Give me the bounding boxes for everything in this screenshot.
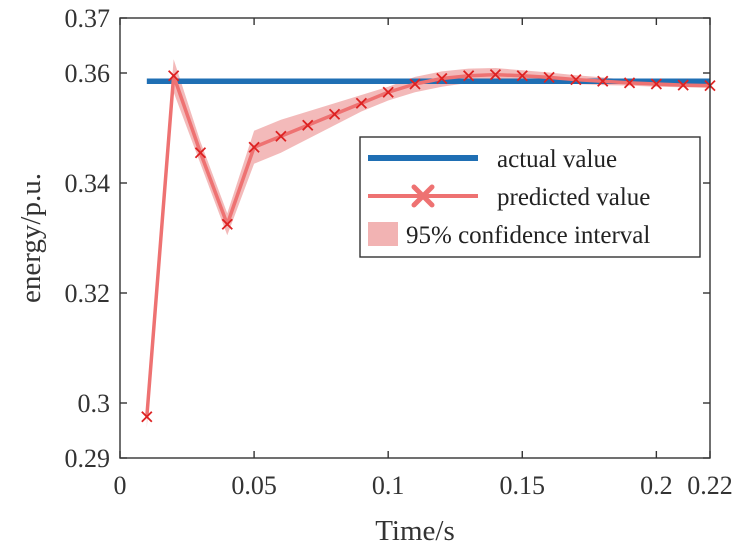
y-axis-label: energy/p.u. — [15, 173, 47, 303]
predicted-point-4-stroke-b — [248, 141, 260, 153]
y-tick-label-2: 0.32 — [65, 279, 111, 308]
predicted-point-7 — [328, 108, 341, 120]
y-tick-label-5: 0.37 — [65, 4, 111, 33]
legend-actual-label: actual value — [497, 146, 617, 173]
series-layer — [145, 72, 711, 417]
predicted-point-20 — [677, 79, 689, 91]
predicted-point-6 — [302, 119, 314, 131]
y-tick-label-4: 0.36 — [65, 59, 111, 88]
predicted-point-3-stroke-b — [221, 218, 233, 230]
predicted-point-16-stroke-b — [570, 73, 582, 86]
predicted-point-8 — [355, 97, 368, 109]
predicted-point-2 — [194, 147, 207, 159]
legend: actual value predicted value 95% confide… — [359, 136, 701, 258]
x-tick-label-5: 0.22 — [687, 471, 733, 500]
predicted-point-1 — [167, 70, 180, 82]
predicted-point-19-stroke-b — [650, 78, 663, 90]
predicted-point-4 — [248, 141, 260, 153]
predicted-point-5 — [275, 130, 287, 142]
legend-confidence-label: 95% confidence interval — [406, 222, 650, 249]
predicted-point-17-stroke-b — [597, 75, 609, 87]
predicted-point-6-stroke-b — [302, 119, 314, 131]
x-tick-label-0: 0 — [114, 471, 127, 500]
predicted-point-13 — [489, 69, 502, 81]
marker-layer — [141, 69, 716, 423]
predicted-point-12-stroke-b — [462, 70, 475, 82]
predicted-point-16 — [570, 73, 582, 86]
x-axis-label: Time/s — [375, 515, 455, 547]
y-tick-label-3: 0.34 — [65, 169, 111, 198]
predicted-point-20-stroke-b — [677, 79, 689, 91]
x-ticks: 0 0.05 0.1 0.15 0.2 0.22 — [114, 18, 733, 500]
predicted-point-10-stroke-b — [409, 78, 421, 90]
y-tick-label-0: 0.29 — [65, 444, 111, 473]
predicted-point-11-stroke-b — [436, 72, 448, 85]
predicted-point-15 — [543, 71, 555, 84]
predicted-point-18-stroke-b — [623, 77, 636, 89]
predicted-point-8-stroke-b — [355, 97, 368, 109]
legend-confidence-swatch — [368, 222, 398, 246]
predicted-point-14 — [516, 70, 528, 82]
legend-predicted-label: predicted value — [497, 184, 650, 211]
predicted-point-19 — [650, 78, 663, 90]
predicted-point-15-stroke-b — [543, 71, 555, 84]
predicted-point-18 — [623, 77, 636, 89]
predicted-point-0-stroke-b — [141, 411, 153, 423]
x-tick-label-3: 0.15 — [500, 471, 546, 500]
x-tick-label-4: 0.2 — [640, 471, 673, 500]
legend-predicted-marker — [411, 184, 435, 208]
predicted-point-17 — [597, 75, 609, 87]
predicted-point-14-stroke-b — [516, 70, 528, 82]
y-ticks: 0.29 0.3 0.32 0.34 0.36 0.37 — [65, 4, 710, 473]
predicted-point-9-stroke-b — [382, 86, 394, 98]
predicted-point-1-stroke-b — [167, 70, 180, 82]
predicted-point-13-stroke-b — [489, 69, 502, 81]
predicted-point-12 — [462, 70, 475, 82]
x-tick-label-2: 0.1 — [372, 471, 405, 500]
predicted-value-line — [145, 72, 711, 417]
predicted-point-0 — [141, 411, 153, 423]
x-tick-label-1: 0.05 — [231, 471, 277, 500]
predicted-point-2-stroke-b — [194, 147, 207, 159]
predicted-point-9 — [382, 86, 394, 98]
y-tick-label-1: 0.3 — [78, 389, 111, 418]
plot-frame — [119, 17, 711, 459]
predicted-point-7-stroke-b — [328, 108, 341, 120]
predicted-point-5-stroke-b — [275, 130, 287, 142]
legend-marker-stroke-b — [411, 184, 435, 208]
predicted-point-3 — [221, 218, 233, 230]
predicted-point-10 — [409, 78, 421, 90]
predicted-point-11 — [436, 72, 448, 85]
